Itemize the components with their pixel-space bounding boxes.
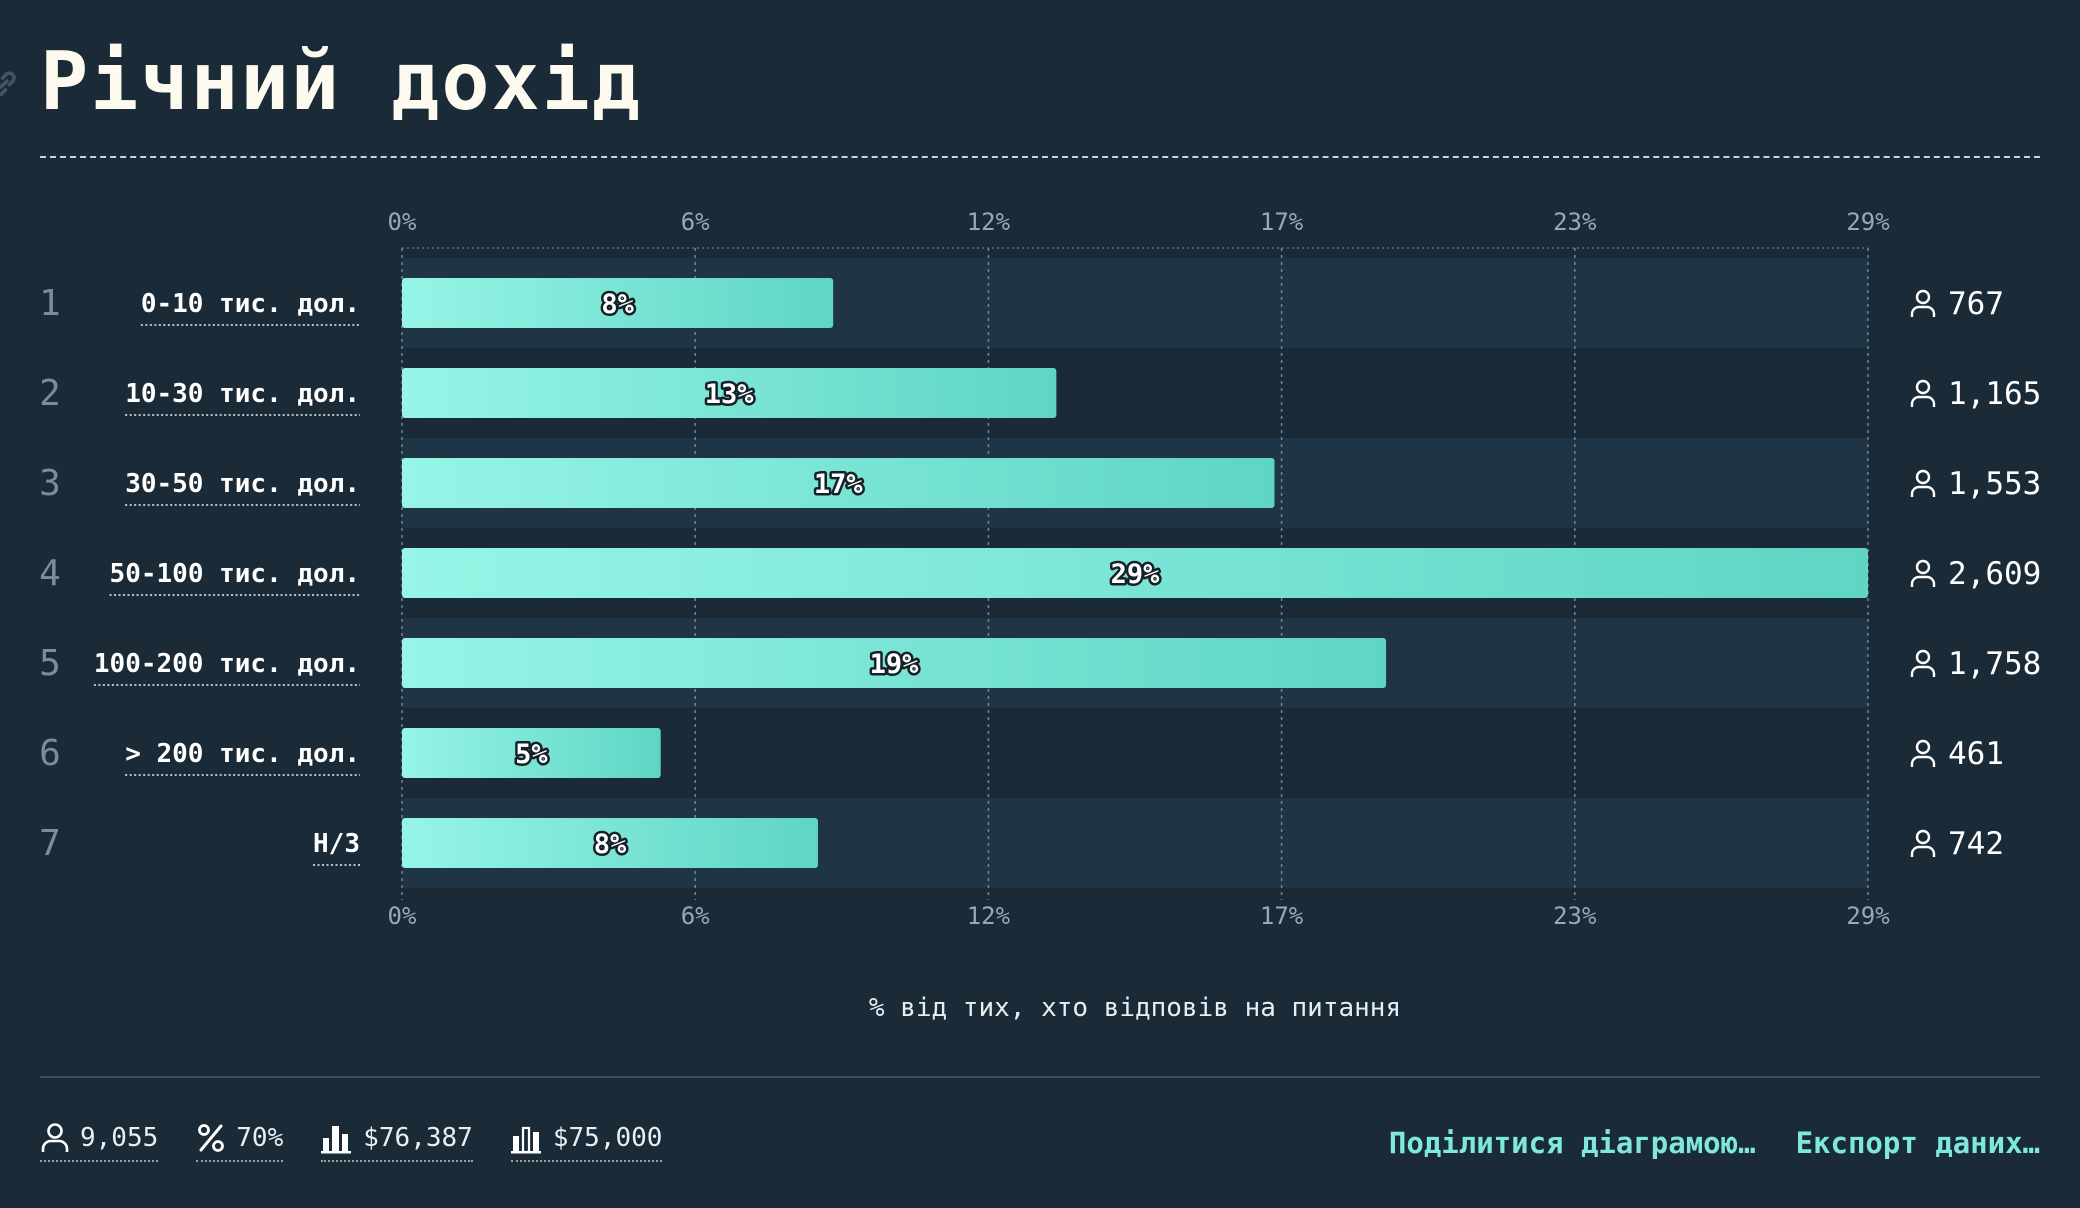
mean-stat[interactable]: $76,387 [321,1122,473,1162]
bar-value-label: 17% [814,469,864,500]
bar-chart: 0% 0% 6% 6% 12% 12% 17% 17% 23% 23% 29% 29% 1 0-10 ти… [39,208,2041,1023]
response-rate-stat[interactable]: 70% [196,1122,284,1162]
respondent-count: 1,165 [1948,376,2041,412]
export-data-button[interactable]: Експорт даних… [1795,1126,2040,1160]
bar[interactable] [402,368,1057,418]
bar-value-label: 8% [594,829,627,860]
x-axis-title: % від тих, хто відповів на питання [869,993,1401,1023]
person-icon [1910,289,1936,317]
link-icon[interactable] [0,66,22,102]
category-label[interactable]: 100-200 тис. дол. [94,649,360,679]
top-tick-label: 17% [1260,208,1304,236]
row-number: 2 [39,373,61,414]
respondent-count: 2,609 [1948,556,2041,592]
response-rate-value: 70% [236,1123,284,1153]
footer-actions: Поділитися діаграмою… Експорт даних… [1389,1126,2040,1160]
row-number: 5 [39,643,61,684]
category-label[interactable]: > 200 тис. дол. [125,739,360,769]
person-icon [1910,469,1936,497]
chart-title: Річний дохід [40,35,642,128]
bar-value-label: 13% [705,379,755,410]
category-label[interactable]: Н/З [313,829,360,859]
mean-bar-icon [321,1126,352,1154]
median-stat[interactable]: $75,000 [510,1122,663,1162]
top-tick-label: 0% [388,208,417,236]
row-number: 6 [39,733,61,774]
respondent-count: 1,553 [1948,466,2041,502]
respondents-value: 9,055 [80,1123,159,1153]
bar-value-label: 5% [515,739,548,770]
category-label[interactable]: 50-100 тис. дол. [110,559,360,589]
person-icon [1910,739,1936,767]
bar-value-label: 19% [870,649,920,680]
bar[interactable] [402,728,661,778]
bottom-tick-label: 12% [967,902,1011,930]
top-tick-label: 12% [967,208,1011,236]
top-tick-label: 23% [1553,208,1597,236]
footer-stats: 9,055 70% $76,387 [40,1122,663,1162]
respondent-count: 1,758 [1948,646,2041,682]
median-value: $75,000 [552,1123,663,1153]
bottom-tick-label: 17% [1260,902,1304,930]
bar-value-label: 29% [1111,559,1161,590]
top-tick-label: 29% [1846,208,1890,236]
footer-divider [40,1076,2040,1078]
title-divider [40,156,2040,158]
row-number: 3 [39,463,61,504]
bottom-tick-label: 23% [1553,902,1597,930]
bar[interactable] [402,818,818,868]
respondent-count: 767 [1948,286,2004,322]
person-icon [1910,559,1936,587]
person-icon [1910,829,1936,857]
row-number: 7 [39,823,61,864]
percent-icon [198,1124,225,1152]
mean-value: $76,387 [363,1123,473,1153]
respondent-count: 742 [1948,826,2004,862]
respondents-stat[interactable]: 9,055 [40,1122,159,1162]
category-label[interactable]: 0-10 тис. дол. [141,289,360,319]
person-icon [41,1123,69,1152]
bottom-tick-label: 6% [681,902,710,930]
top-tick-label: 6% [681,208,710,236]
category-label[interactable]: 10-30 тис. дол. [125,379,360,409]
bar[interactable] [402,278,834,328]
share-chart-button[interactable]: Поділитися діаграмою… [1388,1126,1756,1160]
row-number: 4 [39,553,61,594]
median-bar-icon [510,1126,541,1154]
bar[interactable] [402,548,1868,598]
person-icon [1910,379,1936,407]
row-number: 1 [39,283,61,324]
category-label[interactable]: 30-50 тис. дол. [125,469,360,499]
respondent-count: 461 [1948,736,2004,772]
bottom-tick-label: 29% [1846,902,1890,930]
bar[interactable] [402,458,1275,508]
bottom-tick-label: 0% [388,902,417,930]
bar-value-label: 8% [601,289,634,320]
person-icon [1910,649,1936,677]
bar[interactable] [402,638,1387,688]
